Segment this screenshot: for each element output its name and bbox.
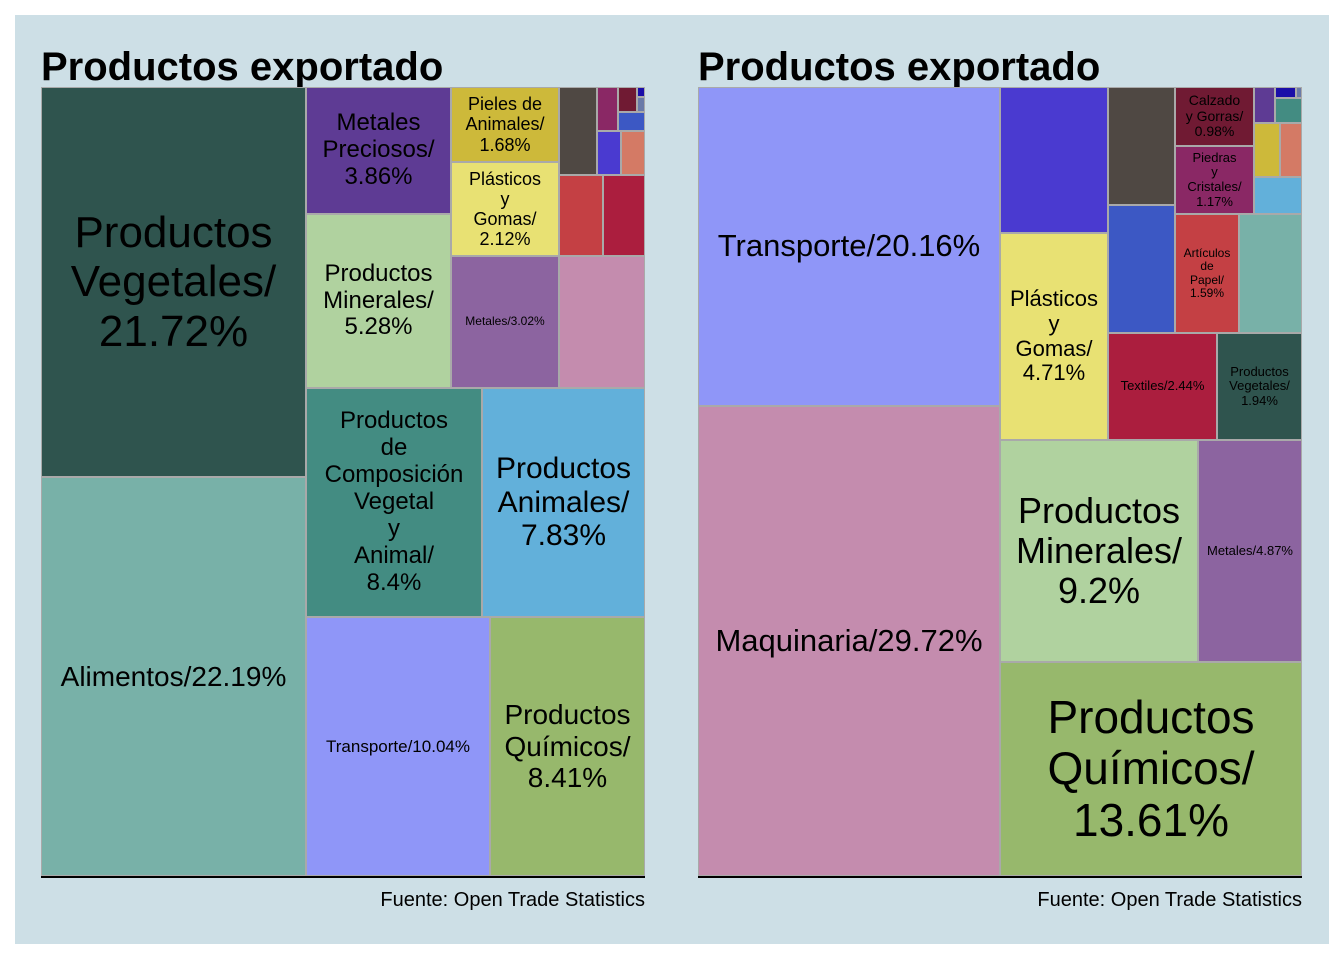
tile-label: Metales Preciosos/ 3.86%	[322, 109, 435, 190]
treemap-tile-productos-de-composicion-vegetal-y-animal: Productos de Composición Vegetal y Anima…	[306, 388, 482, 617]
treemap-tile-unlabeled	[1296, 87, 1302, 98]
tile-label: Transporte/20.16%	[717, 228, 981, 264]
treemap-tile-metales: Metales/4.87%	[1198, 440, 1302, 662]
treemap-tile-plasticos-y-gomas: Plásticos y Gomas/ 4.71%	[1000, 233, 1108, 440]
treemap-tile-piedras-y-cristales: Piedras y Cristales/ 1.17%	[1175, 146, 1254, 214]
tile-label: Metales/4.87%	[1207, 542, 1293, 558]
source-caption-right: Fuente: Open Trade Statistics	[1037, 889, 1302, 911]
treemap-tile-calzado-y-gorras: Calzado y Gorras/ 0.98%	[1175, 87, 1254, 146]
treemap-tile-unlabeled	[1108, 205, 1175, 333]
treemap-tile-unlabeled	[559, 87, 597, 175]
treemap-tile-productos-quimicos: Productos Químicos/ 8.41%	[490, 617, 645, 876]
treemap-tile-productos-animales: Productos Animales/ 7.83%	[482, 388, 645, 617]
tile-label: Productos Minerales/ 5.28%	[323, 259, 434, 341]
treemap-right: Transporte/20.16% Maquinaria/29.72% Plásti…	[698, 87, 1302, 876]
tile-label: Productos Minerales/ 9.2%	[1015, 489, 1183, 612]
treemap-tile-unlabeled	[618, 112, 645, 131]
treemap-left: Productos Vegetales/ 21.72% Alimentos/22.…	[41, 87, 645, 876]
tile-label: Maquinaria/29.72%	[715, 622, 983, 658]
baseline-left	[41, 876, 645, 878]
treemap-tile-textiles: Textiles/2.44%	[1108, 333, 1217, 440]
treemap-tile-unlabeled	[1108, 87, 1175, 205]
tile-label: Artículos de Papel/ 1.59%	[1183, 245, 1231, 300]
treemap-tile-transporte: Transporte/10.04%	[306, 617, 490, 876]
treemap-tile-unlabeled	[559, 256, 645, 388]
tile-label: Calzado y Gorras/ 0.98%	[1185, 91, 1244, 140]
treemap-tile-maquinaria: Maquinaria/29.72%	[698, 406, 1000, 876]
treemap-tile-unlabeled	[603, 175, 645, 256]
treemap-tile-alimentos: Alimentos/22.19%	[41, 477, 306, 876]
tile-label: Pieles de Animales/ 1.68%	[465, 94, 545, 155]
treemap-tile-pieles-de-animales: Pieles de Animales/ 1.68%	[451, 87, 559, 162]
treemap-tile-transporte: Transporte/20.16%	[698, 87, 1000, 406]
chart-title-right: Productos exportado	[698, 45, 1101, 89]
treemap-tile-productos-quimicos: Productos Químicos/ 13.61%	[1000, 662, 1302, 876]
tile-label: Productos Químicos/ 8.41%	[504, 699, 631, 794]
treemap-tile-metales: Metales/3.02%	[451, 256, 559, 388]
treemap-tile-unlabeled	[1254, 123, 1280, 177]
tile-label: Textiles/2.44%	[1120, 378, 1205, 394]
treemap-tile-unlabeled	[1254, 177, 1302, 214]
treemap-tile-unlabeled	[1254, 87, 1275, 123]
chart-title-left: Productos exportado	[41, 45, 444, 89]
tile-label: Piedras y Cristales/ 1.17%	[1187, 149, 1242, 209]
tile-label: Productos Vegetales/ 21.72%	[70, 208, 277, 356]
treemap-tile-unlabeled	[597, 87, 618, 131]
tile-label: Plásticos y Gomas/ 4.71%	[1009, 286, 1099, 386]
source-caption-left: Fuente: Open Trade Statistics	[380, 889, 645, 911]
treemap-tile-unlabeled	[621, 131, 645, 175]
treemap-tile-productos-minerales: Productos Minerales/ 9.2%	[1000, 440, 1198, 662]
treemap-tile-unlabeled	[637, 87, 645, 97]
treemap-tile-unlabeled	[597, 131, 621, 175]
treemap-tile-unlabeled	[1275, 98, 1302, 123]
tile-label: Productos Químicos/ 13.61%	[1047, 690, 1255, 846]
treemap-tile-productos-vegetales: Productos Vegetales/ 21.72%	[41, 87, 306, 477]
tile-label: Productos Animales/ 7.83%	[495, 452, 632, 553]
treemap-tile-unlabeled	[618, 87, 637, 112]
tile-label: Alimentos/22.19%	[60, 660, 287, 692]
tile-label: Plásticos y Gomas/ 2.12%	[468, 168, 542, 250]
treemap-tile-articulos-de-papel: Artículos de Papel/ 1.59%	[1175, 214, 1239, 333]
treemap-tile-unlabeled	[637, 97, 645, 112]
tile-label: Productos de Composición Vegetal y Anima…	[324, 407, 464, 596]
treemap-tile-metales-preciosos: Metales Preciosos/ 3.86%	[306, 87, 451, 214]
baseline-right	[698, 876, 1302, 878]
treemap-tile-plasticos-y-gomas: Plásticos y Gomas/ 2.12%	[451, 162, 559, 256]
treemap-tile-unlabeled	[1239, 214, 1302, 333]
tile-label: Metales/3.02%	[465, 314, 545, 329]
treemap-tile-productos-minerales: Productos Minerales/ 5.28%	[306, 214, 451, 388]
treemap-tile-productos-vegetales: Productos Vegetales/ 1.94%	[1217, 333, 1302, 440]
tile-label: Transporte/10.04%	[326, 736, 470, 756]
treemap-tile-unlabeled	[1000, 87, 1108, 233]
treemap-tile-unlabeled	[1275, 87, 1296, 98]
treemap-tile-unlabeled	[1280, 123, 1302, 177]
treemap-tile-unlabeled	[559, 175, 603, 256]
tile-label: Productos Vegetales/ 1.94%	[1229, 363, 1290, 408]
